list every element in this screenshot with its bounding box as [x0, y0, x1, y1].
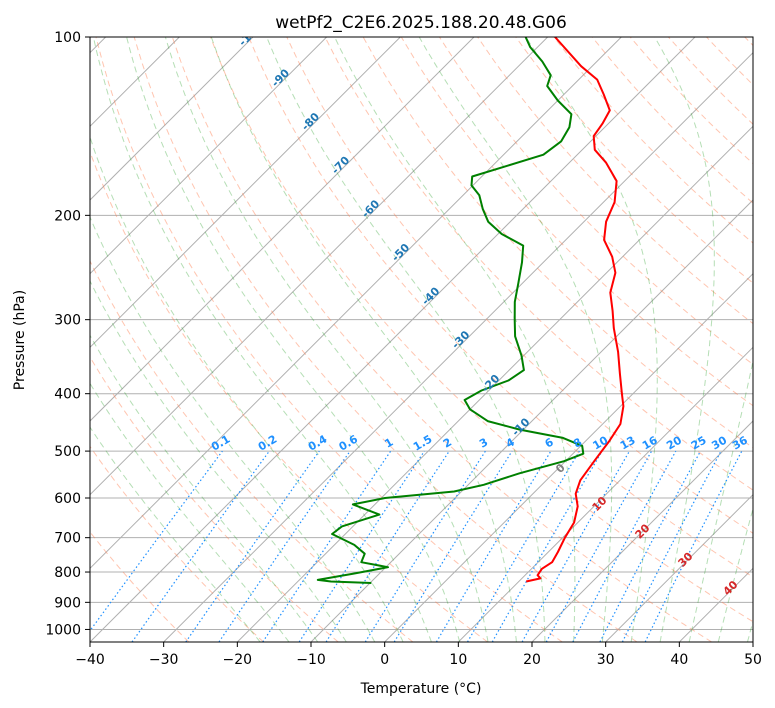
dry-adiabat-line [324, 37, 753, 491]
mixing-ratio-line [131, 450, 270, 642]
isotherm-line [90, 37, 328, 275]
moist-adiabat-line [266, 37, 546, 642]
y-tick-label: 600 [54, 491, 81, 507]
y-tick-label: 200 [54, 208, 81, 224]
mixing-ratio-line [572, 450, 677, 642]
x-tick-label: −20 [223, 652, 253, 668]
moist-adiabat-line [90, 334, 319, 642]
isotherm-label: -100 [236, 20, 265, 49]
isotherm-line [163, 51, 753, 642]
dry-adiabat-line [90, 445, 264, 642]
isotherm-line [384, 272, 753, 642]
y-axis-ticks: 100 200 300 400 500 600 700 800 900 1000 [45, 30, 90, 638]
mixing-ratio-line [90, 450, 223, 632]
mixing-ratio-line [298, 450, 425, 642]
x-tick-label: 0 [380, 652, 389, 668]
dry-adiabat-line [515, 37, 753, 284]
dewpoint-profile-line [316, 37, 585, 584]
mixing-ratio-line [325, 450, 450, 642]
moist-adiabat-line [126, 37, 461, 642]
moist-adiabat-line [210, 37, 517, 642]
x-tick-label: 10 [449, 652, 467, 668]
y-tick-label: 500 [54, 444, 81, 460]
dry-adiabat-line [90, 259, 414, 642]
y-tick-label: 1000 [45, 622, 81, 638]
mixing-ratio-lines [90, 450, 743, 642]
moist-adiabat-line [164, 37, 489, 642]
profile-series [316, 37, 625, 584]
moist-adiabat-line [688, 358, 753, 642]
moist-adiabat-line [418, 37, 613, 642]
mixing-ratio-line [218, 450, 351, 642]
isotherm-line [90, 37, 401, 349]
x-tick-label: −10 [296, 652, 326, 668]
isotherm-line [236, 125, 753, 642]
mixing-ratio-line [185, 450, 320, 642]
moist-adiabat-line [525, 37, 658, 642]
chart-title: wetPf2_C2E6.2025.188.20.48.G06 [275, 13, 567, 33]
mixing-ratio-line [545, 450, 653, 642]
pressure-gridlines [90, 37, 753, 630]
isotherm-line [310, 199, 753, 642]
dry-adiabat-line [210, 37, 753, 623]
x-tick-label: 30 [597, 652, 615, 668]
y-tick-label: 900 [54, 595, 81, 611]
dry-adiabat-line [248, 37, 753, 578]
dry-adiabat-line [90, 356, 339, 642]
moist-adiabats [90, 37, 753, 642]
moist-adiabat-line [92, 37, 432, 642]
moist-adiabat-line [334, 37, 576, 642]
moist-adiabat-line [90, 426, 261, 642]
x-tick-label: 40 [670, 652, 688, 668]
mixing-ratio-line [393, 450, 513, 642]
isotherm-line [457, 346, 753, 642]
moist-adiabat-line [90, 215, 376, 642]
dry-adiabat-line [286, 37, 753, 534]
mixing-ratio-line [521, 450, 631, 642]
plot-area: 0.10.20.40.611.52346810131620253036-100-… [90, 20, 753, 642]
y-tick-label: 800 [54, 565, 81, 581]
dry-adiabat-line [95, 37, 563, 642]
dry-adiabats [90, 37, 753, 642]
isotherm-line [90, 37, 475, 422]
y-tick-label: 300 [54, 313, 81, 329]
y-axis-title: Pressure (hPa) [12, 290, 28, 390]
mixing-ratio-line [262, 450, 392, 642]
x-tick-label: −40 [75, 652, 105, 668]
temperature-profile-line [525, 37, 625, 583]
x-tick-label: 20 [523, 652, 541, 668]
mixing-ratio-line [644, 450, 743, 642]
moist-adiabat-line [90, 135, 404, 642]
x-tick-label: 50 [744, 652, 762, 668]
moist-adiabat-line [654, 37, 715, 642]
y-tick-label: 100 [54, 30, 81, 46]
isotherm-line [90, 37, 254, 201]
isotherm-line [605, 493, 753, 642]
dry-adiabat-line [133, 37, 638, 642]
plot-frame [89, 36, 754, 643]
isotherm-line [90, 37, 622, 570]
y-tick-label: 700 [54, 531, 81, 547]
moist-adiabat-line [90, 382, 290, 642]
isotherm-line [90, 37, 549, 496]
x-axis-ticks: −40 −30 −20 −10 0 10 20 30 40 50 [75, 642, 762, 668]
dry-adiabat-line [171, 37, 712, 642]
x-tick-label: −30 [149, 652, 179, 668]
x-axis-title: Temperature (°C) [360, 681, 482, 697]
moist-adiabat-line [717, 506, 753, 642]
isotherm-line [531, 420, 753, 642]
y-tick-label: 400 [54, 387, 81, 403]
